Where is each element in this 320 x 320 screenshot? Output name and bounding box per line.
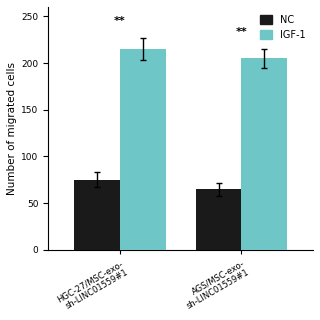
Text: **: **	[114, 16, 125, 26]
Bar	[196, 189, 242, 250]
Bar	[120, 49, 165, 250]
Y-axis label: Number of migrated cells: Number of migrated cells	[7, 62, 17, 195]
Legend: NC, IGF-1: NC, IGF-1	[257, 12, 308, 43]
Bar	[242, 58, 287, 250]
Text: **: **	[236, 27, 247, 37]
Bar	[74, 180, 120, 250]
